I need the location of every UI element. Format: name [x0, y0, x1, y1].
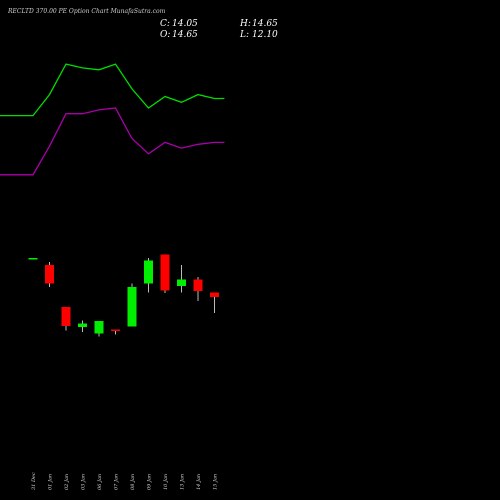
candle [111, 329, 120, 335]
close-value: 14.05 [172, 19, 198, 29]
candle [177, 265, 186, 293]
x-tick-label: 15 Jan [213, 474, 219, 490]
x-tick-label: 01 Jan [48, 474, 54, 490]
x-tick-label: 14 Jan [196, 474, 202, 490]
candles [28, 254, 219, 337]
candle [78, 320, 87, 332]
open-value: 14.65 [172, 30, 198, 40]
high-value: 14.65 [252, 19, 278, 29]
high-label: H: [239, 19, 251, 29]
candle-body [193, 279, 203, 291]
indicator-line-2 [0, 107, 225, 176]
candle [61, 307, 71, 331]
open-label: O: [160, 30, 170, 40]
candle [144, 258, 153, 293]
close-label: C: [160, 19, 170, 29]
chart-title: RECLTD 370.00 PE Option Chart MunafaSutr… [7, 8, 166, 15]
x-tick-label: 06 Jan [97, 474, 103, 490]
candle-body [78, 323, 87, 327]
candle-body [127, 287, 137, 327]
candle-body [144, 260, 153, 284]
x-tick-label: 13 Jan [180, 474, 186, 490]
x-tick-label: 03 Jan [81, 474, 87, 490]
x-axis-ticks: 31 Dec 01 Jan 02 Jan 03 Jan 06 Jan 07 Jan 08 J… [31, 472, 219, 490]
candle-body [28, 258, 38, 260]
x-tick-label: 10 Jan [163, 474, 169, 490]
candle-body [210, 292, 219, 297]
candle [45, 262, 54, 287]
candle-body [160, 254, 170, 291]
candle-body [61, 307, 71, 326]
x-tick-label: 08 Jan [130, 474, 136, 490]
candle [28, 258, 38, 260]
candle-body [94, 321, 104, 334]
candle [193, 277, 203, 301]
low-label: L: [239, 30, 249, 40]
candle [127, 283, 137, 327]
low-value: 12.10 [252, 30, 278, 40]
indicator-line-1 [0, 63, 225, 117]
candle [160, 254, 170, 293]
x-tick-label: 07 Jan [114, 474, 120, 490]
x-tick-label: 09 Jan [147, 474, 153, 490]
candle [94, 321, 104, 337]
indicator-lines [0, 63, 225, 176]
candle-body [177, 279, 186, 286]
x-tick-label: 31 Dec [31, 472, 37, 490]
candle [210, 292, 219, 313]
candle-body [111, 329, 120, 331]
x-tick-label: 02 Jan [64, 474, 70, 490]
candle-body [45, 265, 54, 284]
